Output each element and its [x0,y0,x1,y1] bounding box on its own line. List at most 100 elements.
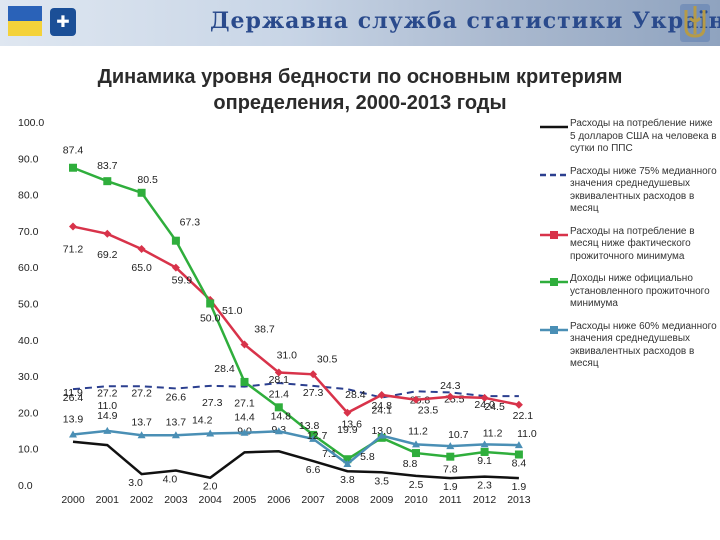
data-point [343,455,352,464]
data-point [514,441,523,449]
data-point [412,440,420,448]
data-point [514,400,523,409]
data-point [69,430,77,438]
data-point [377,390,386,399]
x-tick-label: 2002 [130,494,154,506]
data-label: 11.9 [63,387,83,399]
data-point [309,434,318,442]
x-tick-label: 2011 [439,494,462,506]
data-label: 25.5 [444,393,465,405]
chart-legend: Расходы на потребление ниже 5 долларов С… [540,118,718,381]
data-label: 2.0 [203,481,218,493]
legend-label: Расходы ниже 75% медианного значения сре… [570,165,717,215]
data-label: 87.4 [63,145,84,157]
data-label: 13.6 [341,419,362,431]
legend-item: Расходы на потребление в месяц ниже факт… [540,226,718,264]
data-label: 14.4 [234,412,255,424]
data-label: 14.9 [97,410,118,422]
data-label: 80.5 [137,174,158,186]
data-label: 28.4 [345,389,366,401]
banner-title: Державна служба статистики України [210,8,720,34]
series-line [72,166,519,461]
data-label: 12.7 [307,430,328,442]
data-label: 27.3 [202,397,223,409]
data-label: 22.1 [513,410,534,422]
legend-swatch [540,230,568,239]
x-tick-label: 2004 [199,494,223,506]
y-tick-label: 90.0 [18,153,39,165]
chart-title-line2: определения, 2000-2013 годы [213,92,507,114]
data-label: 65.0 [131,262,152,274]
x-tick-label: 2009 [370,494,394,506]
data-point [309,370,318,379]
data-label: 24.5 [484,401,505,413]
header-banner: ✚ Державна служба статистики України [0,0,720,46]
data-label: 7.8 [443,464,458,476]
data-label: 19.9 [337,424,358,436]
data-label: 27.2 [97,387,118,399]
data-point [103,426,112,434]
data-label: 3.8 [340,474,355,486]
data-point [103,177,112,186]
data-point [171,263,180,272]
data-point [69,163,77,172]
data-label: 24.3 [440,380,461,392]
data-label: 2.5 [409,479,424,491]
data-label: 59.9 [172,275,193,287]
y-tick-label: 0.0 [18,480,33,492]
legend-label: Расходы ниже 60% медианного значения сре… [570,320,717,370]
data-point [103,229,112,238]
data-label: 24.1 [371,405,392,417]
data-point [446,452,455,461]
data-label: 23.5 [418,405,439,417]
y-tick-label: 30.0 [18,371,39,383]
x-tick-label: 2005 [233,494,257,506]
data-point [274,403,283,412]
x-tick-label: 2006 [267,494,291,506]
data-point [274,427,283,435]
y-tick-label: 80.0 [18,190,39,202]
data-point [412,395,420,404]
data-point [240,377,249,386]
ukrstat-emblem-icon: ✚ [50,8,76,36]
data-point [171,431,180,439]
legend-item: Расходы ниже 60% медианного значения сре… [540,321,718,371]
data-label: 1.9 [443,481,458,493]
y-tick-label: 100.0 [18,117,44,129]
data-point [480,393,489,402]
y-tick-label: 70.0 [18,226,39,238]
data-point [206,299,215,308]
data-label: 38.7 [254,324,275,336]
legend-swatch [540,125,568,129]
legend-item: Доходы ниже официально установленного пр… [540,273,718,311]
x-tick-label: 2013 [507,494,531,506]
y-tick-label: 20.0 [18,407,39,419]
legend-swatch [540,173,568,176]
data-label: 28.4 [214,363,235,375]
data-point [514,450,523,459]
series-line [72,225,520,415]
legend-item: Расходы ниже 75% медианного значения сре… [540,166,718,216]
y-tick-label: 50.0 [18,299,39,311]
data-point [412,449,420,458]
data-label: 6.6 [306,464,321,476]
data-label: 24.0 [474,399,495,411]
data-label: 83.7 [97,160,118,172]
data-point [274,368,283,377]
data-point [480,447,489,456]
data-label: 21.4 [269,388,290,400]
data-point [240,428,249,436]
data-label: 4.0 [163,473,178,485]
data-point [446,442,455,450]
data-label: 26.6 [166,391,187,403]
data-label: 24.8 [371,400,392,412]
data-label: 27.1 [234,398,255,410]
x-tick-label: 2001 [96,494,120,506]
data-point [206,429,215,437]
data-label: 26.4 [63,392,84,404]
data-label: 11.0 [517,428,537,440]
data-label: 3.5 [374,475,389,487]
ukraine-flag-icon [8,6,42,36]
data-label: 1.9 [512,481,527,493]
